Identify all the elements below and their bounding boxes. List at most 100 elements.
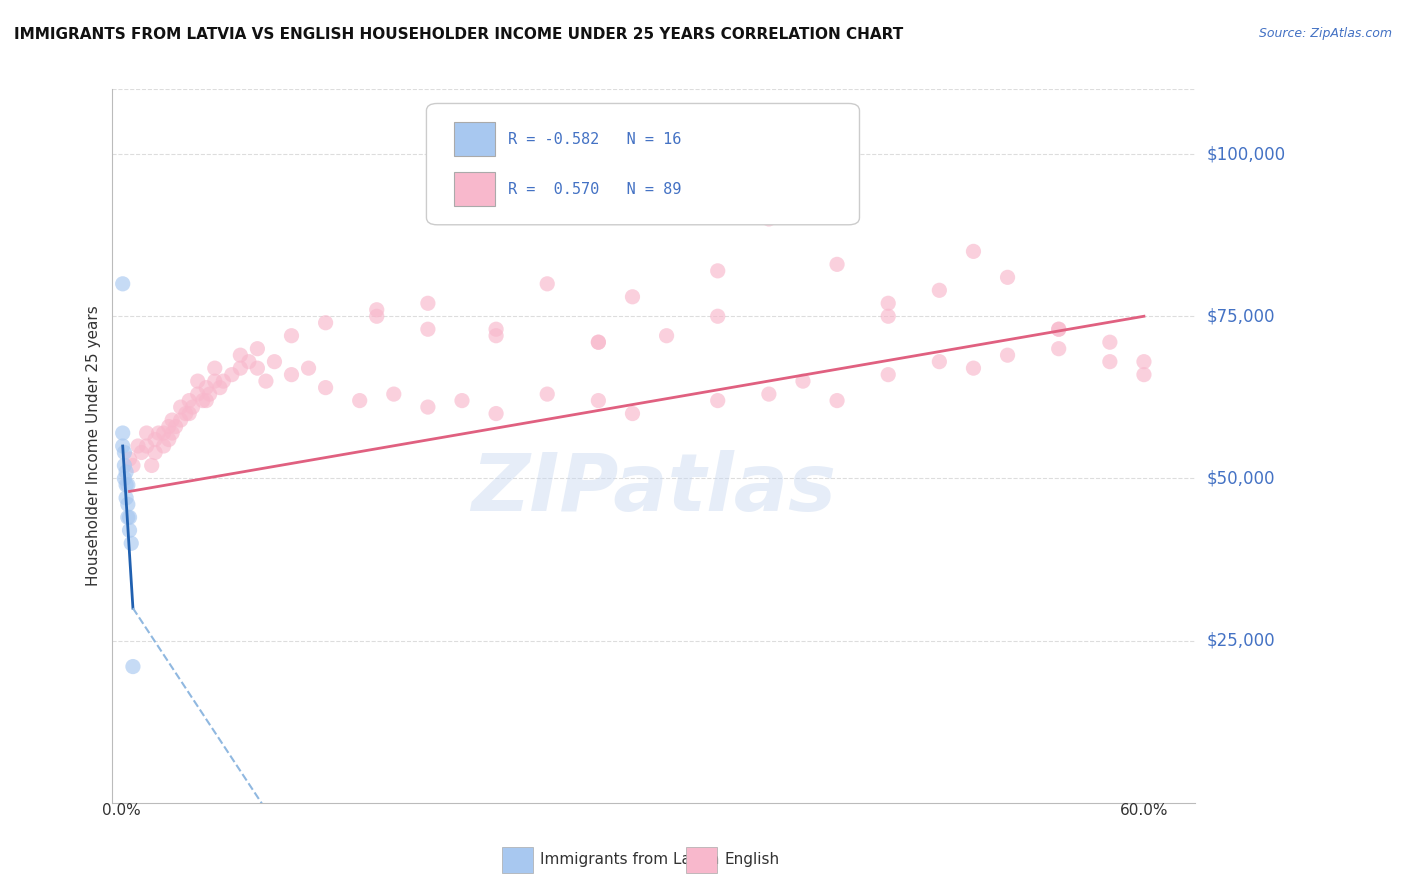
Point: [416, 400, 439, 414]
Point: [877, 310, 900, 324]
Point: [825, 393, 848, 408]
Text: $50,000: $50,000: [1206, 469, 1275, 487]
Point: [112, 458, 135, 473]
Point: [621, 407, 644, 421]
Point: [877, 368, 900, 382]
Point: [160, 413, 183, 427]
Point: [131, 445, 153, 459]
Point: [254, 374, 277, 388]
Point: [825, 257, 848, 271]
Text: 0.0%: 0.0%: [101, 803, 141, 818]
Point: [157, 419, 180, 434]
Point: [588, 335, 610, 350]
Point: [118, 452, 141, 467]
Point: [382, 387, 405, 401]
Point: [152, 439, 174, 453]
Text: $25,000: $25,000: [1206, 632, 1275, 649]
Point: [997, 348, 1019, 362]
Point: [229, 361, 252, 376]
Point: [416, 296, 439, 310]
Point: [152, 425, 174, 440]
Point: [315, 316, 337, 330]
Point: [179, 407, 201, 421]
Point: [117, 497, 139, 511]
Point: [195, 393, 218, 408]
Text: $75,000: $75,000: [1206, 307, 1275, 326]
Point: [485, 407, 508, 421]
Point: [1133, 368, 1156, 382]
Text: English: English: [724, 853, 779, 867]
Point: [1133, 354, 1156, 368]
Point: [1098, 335, 1121, 350]
Point: [115, 465, 138, 479]
Text: 60.0%: 60.0%: [1119, 803, 1168, 818]
Text: ZIPatlas: ZIPatlas: [471, 450, 837, 528]
Text: Source: ZipAtlas.com: Source: ZipAtlas.com: [1258, 27, 1392, 40]
Point: [135, 439, 157, 453]
Point: [148, 425, 170, 440]
Point: [111, 425, 134, 440]
Point: [191, 393, 214, 408]
Point: [280, 368, 302, 382]
Point: [588, 335, 610, 350]
Point: [246, 342, 269, 356]
Point: [118, 510, 141, 524]
Text: IMMIGRANTS FROM LATVIA VS ENGLISH HOUSEHOLDER INCOME UNDER 25 YEARS CORRELATION : IMMIGRANTS FROM LATVIA VS ENGLISH HOUSEH…: [14, 27, 903, 42]
Point: [962, 361, 984, 376]
Point: [706, 393, 728, 408]
Point: [204, 361, 226, 376]
Point: [174, 407, 197, 421]
Point: [135, 425, 157, 440]
Y-axis label: Householder Income Under 25 years: Householder Income Under 25 years: [86, 306, 101, 586]
Point: [366, 310, 388, 324]
Point: [143, 433, 166, 447]
Point: [208, 381, 231, 395]
Point: [111, 277, 134, 291]
Point: [536, 277, 558, 291]
Point: [118, 524, 141, 538]
Point: [141, 458, 163, 473]
Point: [170, 413, 193, 427]
Point: [1098, 354, 1121, 368]
Point: [229, 348, 252, 362]
Point: [221, 368, 243, 382]
Point: [179, 393, 201, 408]
Point: [122, 659, 145, 673]
Point: [170, 400, 193, 414]
Point: [122, 458, 145, 473]
Point: [115, 478, 138, 492]
Point: [115, 491, 138, 505]
Point: [263, 354, 285, 368]
Point: [1047, 322, 1070, 336]
Point: [111, 439, 134, 453]
Point: [706, 310, 728, 324]
Point: [157, 433, 180, 447]
Point: [451, 393, 474, 408]
Point: [536, 387, 558, 401]
Point: [706, 264, 728, 278]
Point: [212, 374, 235, 388]
Point: [195, 381, 218, 395]
Point: [127, 439, 149, 453]
FancyBboxPatch shape: [454, 172, 495, 206]
Text: R =  0.570   N = 89: R = 0.570 N = 89: [508, 182, 681, 196]
Point: [928, 283, 950, 297]
FancyBboxPatch shape: [502, 847, 533, 872]
Point: [246, 361, 269, 376]
Point: [1047, 322, 1070, 336]
Text: Immigrants from Latvia: Immigrants from Latvia: [540, 853, 720, 867]
Point: [485, 328, 508, 343]
Text: R = -0.582   N = 16: R = -0.582 N = 16: [508, 132, 681, 146]
Text: $100,000: $100,000: [1206, 145, 1285, 163]
Point: [280, 328, 302, 343]
Point: [238, 354, 260, 368]
Point: [655, 328, 678, 343]
Point: [143, 445, 166, 459]
Point: [315, 381, 337, 395]
Point: [485, 322, 508, 336]
Point: [928, 354, 950, 368]
Point: [758, 387, 780, 401]
Point: [120, 536, 142, 550]
Point: [349, 393, 371, 408]
Point: [112, 471, 135, 485]
